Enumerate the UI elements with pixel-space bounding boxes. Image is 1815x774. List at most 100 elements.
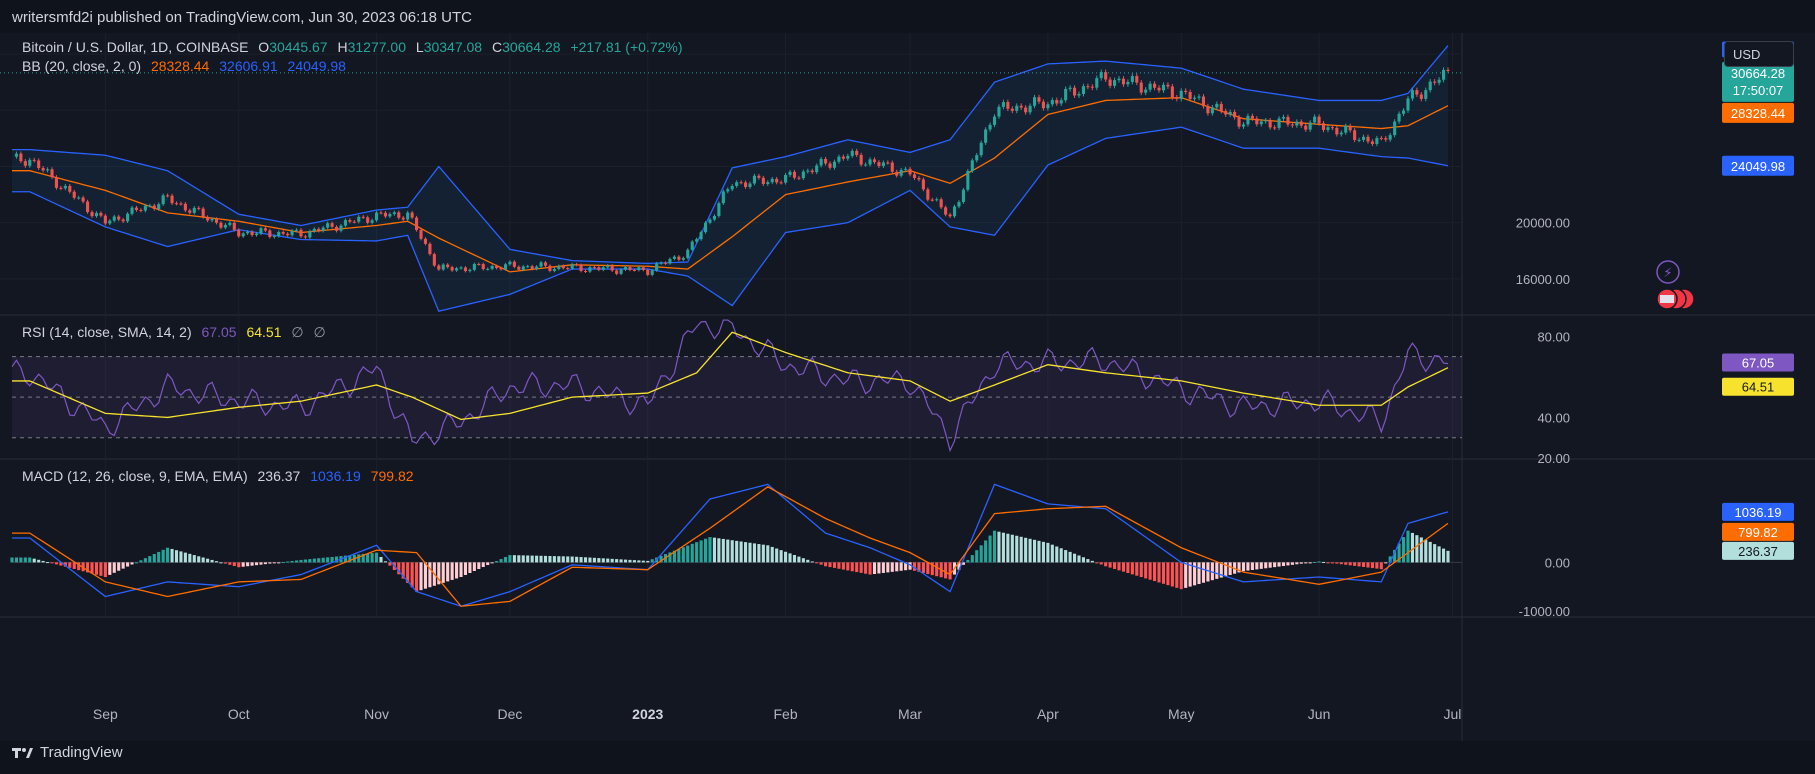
macd-histogram-bar [801, 558, 805, 563]
rsi-extra-2: ∅ [313, 324, 326, 340]
macd-histogram-bar [579, 557, 583, 563]
macd-histogram-bar [1339, 562, 1343, 565]
candle-body [832, 161, 837, 168]
macd-histogram-bar [517, 555, 521, 563]
footer-brand[interactable]: TradingView [12, 744, 123, 761]
macd-histogram-bar [152, 554, 156, 563]
candle-body [1139, 82, 1143, 93]
rsi-ma-line [12, 331, 1449, 421]
macd-histogram-bar [201, 557, 205, 563]
chart-svg[interactable]: Sep Oct Nov Dec 2023 Feb Mar Apr May Jun Jul 20000.… [0, 33, 1815, 741]
macd-histogram-bar [735, 540, 739, 563]
candle-body [1153, 83, 1157, 88]
macd-histogram-bar [1161, 562, 1166, 584]
time-axis-tick-label: Oct [228, 706, 250, 722]
candle-body [152, 205, 156, 209]
macd-histogram-bar [326, 557, 330, 563]
macd-histogram-bar [1353, 562, 1357, 566]
macd-histogram-bar [828, 562, 832, 568]
macd-histogram-bar [984, 540, 988, 563]
rsi-ma-axis-label-bg [1722, 377, 1794, 396]
rsi-axis-tick-label: 80.00 [1537, 329, 1570, 344]
macd-histogram-bar [819, 562, 823, 565]
candle-body [1441, 69, 1446, 80]
chart-area[interactable]: Sep Oct Nov Dec 2023 Feb Mar Apr May Jun Jul 20000.… [0, 33, 1815, 741]
macd-histogram-bar [28, 557, 32, 563]
macd-histogram-bar [895, 562, 899, 572]
rsi-legend: RSI (14, close, SMA, 14, 2) 67.05 64.51 … [22, 324, 332, 341]
candle-body [1166, 84, 1170, 87]
candle-body [63, 185, 67, 189]
macd-histogram-bar [214, 561, 219, 563]
candle-body [1286, 116, 1290, 125]
macd-histogram-bar [748, 542, 752, 563]
macd-histogram-bar [1415, 535, 1419, 563]
candle-body [868, 159, 872, 165]
macd-histogram-bar [535, 555, 539, 563]
candle-body [1393, 121, 1397, 136]
candle-body [397, 212, 401, 218]
candle-body [792, 171, 797, 178]
macd-histogram-bar [899, 562, 903, 571]
time-axis-tick-label: 2023 [632, 706, 663, 722]
macd-histogram-bar [1170, 562, 1174, 587]
macd-histogram-bar [219, 562, 223, 564]
macd-histogram-bar [250, 562, 254, 566]
candle-body [579, 264, 583, 272]
candle-body [828, 163, 832, 168]
chart-background [0, 33, 1815, 741]
candle-body [94, 212, 99, 217]
macd-histogram-bar [935, 562, 939, 577]
candle-body [223, 224, 227, 228]
candle-body [1357, 139, 1361, 141]
candle-body [330, 223, 334, 227]
candle-body [121, 219, 125, 222]
macd-signal-axis-label-bg [1722, 522, 1794, 541]
currency-button[interactable]: USD [1724, 41, 1794, 67]
macd-histogram-bar [850, 562, 854, 572]
macd-histogram-bar [1224, 562, 1228, 577]
candle-body [468, 269, 472, 272]
macd-histogram-bar [1406, 530, 1410, 563]
candle-body [161, 195, 165, 205]
macd-histogram-bar [841, 562, 845, 570]
macd-histogram-bar [179, 551, 183, 563]
candle-body [423, 238, 428, 244]
candle-body [1379, 138, 1383, 140]
macd-histogram-bar [1321, 561, 1326, 563]
candle-body [535, 266, 539, 269]
l-label: L [415, 39, 424, 55]
candle-body [1233, 111, 1237, 118]
candle-body [1424, 90, 1428, 99]
macd-histogram-bar [597, 558, 601, 563]
macd-histogram-bar [757, 544, 761, 563]
time-axis-tick-label: Feb [774, 706, 798, 722]
macd-histogram-bar [957, 562, 961, 570]
candle-body [415, 217, 419, 231]
macd-histogram-bar [312, 558, 316, 563]
candle-body [952, 206, 957, 217]
candle-body [54, 177, 59, 188]
macd-histogram-bar [321, 557, 325, 563]
macd-histogram-bar [1153, 562, 1157, 582]
candle-body [539, 262, 543, 267]
time-axis-tick-label: Jul [1443, 706, 1461, 722]
candle-body [437, 265, 441, 270]
macd-histogram-bar [1228, 562, 1232, 576]
candle-body [961, 189, 965, 202]
candle-body [1121, 78, 1126, 85]
macd-histogram-bar [1304, 562, 1308, 564]
candle-body [1397, 113, 1401, 122]
macd-histogram-bar [806, 559, 810, 563]
candle-body [890, 162, 894, 172]
macd-histogram-bar [1157, 562, 1161, 583]
candle-body [699, 232, 703, 240]
countdown-axis-label: 17:50:07 [1733, 83, 1784, 98]
macd-histogram-bar [810, 561, 814, 563]
macd-histogram-bar [1433, 544, 1437, 563]
macd-histogram-bar [1135, 562, 1139, 576]
time-axis-tick-label: Sep [93, 706, 118, 722]
macd-histogram-bar [912, 562, 917, 571]
candle-body [1361, 136, 1366, 140]
candle-body [370, 220, 374, 223]
